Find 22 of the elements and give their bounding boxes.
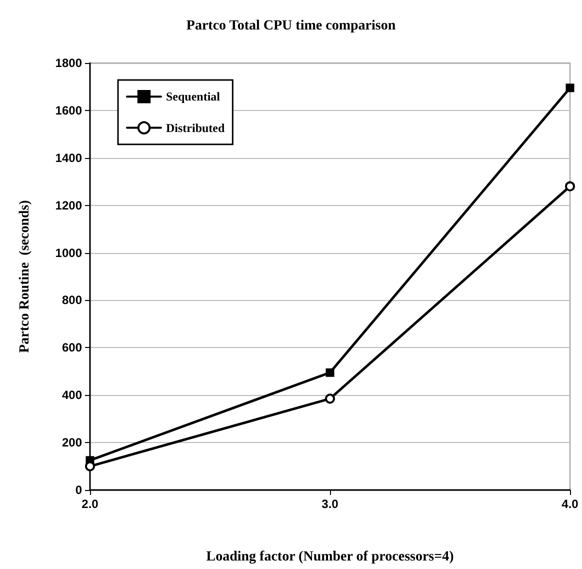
x-tick-label: 4.0 bbox=[562, 497, 579, 511]
legend-label: Sequential bbox=[166, 90, 221, 104]
point bbox=[326, 368, 334, 377]
y-tick-label: 1000 bbox=[55, 246, 82, 260]
y-tick-label: 1400 bbox=[55, 150, 82, 165]
point bbox=[565, 181, 575, 192]
y-tick-label: 0 bbox=[75, 483, 82, 497]
x-tick-label: 3.0 bbox=[322, 497, 339, 511]
y-tick-label: 1600 bbox=[55, 103, 82, 118]
y-tick-label: 800 bbox=[62, 293, 82, 308]
point bbox=[566, 84, 574, 92]
x-axis-title: Loading factor (Number of processors=4) bbox=[206, 550, 454, 564]
x-tick-label: 2.0 bbox=[82, 497, 99, 511]
y-tick-label: 400 bbox=[62, 388, 82, 402]
y-axis-title: Partco Routine (seconds) bbox=[18, 200, 32, 353]
y-tick-label: 600 bbox=[62, 340, 82, 355]
point bbox=[325, 394, 335, 404]
legend-label: Distributed bbox=[166, 120, 225, 135]
y-tick-label: 1200 bbox=[55, 198, 82, 212]
chart-title: Partco Total CPU time comparison bbox=[186, 18, 396, 34]
y-tick-label: 200 bbox=[62, 436, 82, 450]
y-tick-label: 1800 bbox=[55, 56, 82, 70]
